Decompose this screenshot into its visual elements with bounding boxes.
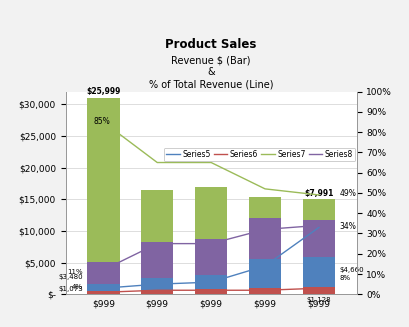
Bar — [248, 198, 281, 218]
Text: 4%: 4% — [72, 284, 83, 290]
Bar — [141, 242, 173, 279]
Bar — [302, 287, 334, 294]
Text: &: & — [207, 67, 214, 77]
Bar — [141, 279, 173, 290]
Text: 49%: 49% — [339, 189, 355, 198]
Bar — [248, 218, 281, 259]
Bar — [302, 220, 334, 257]
Bar — [87, 97, 119, 262]
Bar — [87, 291, 119, 294]
Text: 34%: 34% — [339, 222, 355, 231]
Bar — [302, 257, 334, 287]
Bar — [248, 259, 281, 288]
Bar — [248, 288, 281, 294]
Text: 85%: 85% — [94, 117, 110, 127]
Bar — [87, 284, 119, 291]
Text: Product Sales: Product Sales — [165, 38, 256, 51]
Text: Revenue $ (Bar): Revenue $ (Bar) — [171, 55, 250, 65]
Bar — [87, 262, 119, 284]
Text: $7,991: $7,991 — [303, 189, 333, 198]
Bar — [195, 187, 227, 239]
Bar — [195, 275, 227, 289]
Bar — [141, 290, 173, 294]
Text: $25,999: $25,999 — [86, 87, 120, 96]
Bar — [302, 199, 334, 220]
Text: 11%: 11% — [67, 269, 83, 275]
Text: $4,660: $4,660 — [339, 267, 363, 273]
Legend: Series5, Series6, Series7, Series8: Series5, Series6, Series7, Series8 — [164, 148, 354, 162]
Text: $1,073: $1,073 — [58, 286, 83, 292]
Text: $3,480: $3,480 — [58, 274, 83, 280]
Text: $1,128: $1,128 — [306, 297, 330, 303]
Bar — [141, 190, 173, 242]
Text: 8%: 8% — [339, 275, 350, 281]
Text: % of Total Revenue (Line): % of Total Revenue (Line) — [148, 79, 273, 90]
Bar — [195, 239, 227, 275]
Bar — [195, 289, 227, 294]
